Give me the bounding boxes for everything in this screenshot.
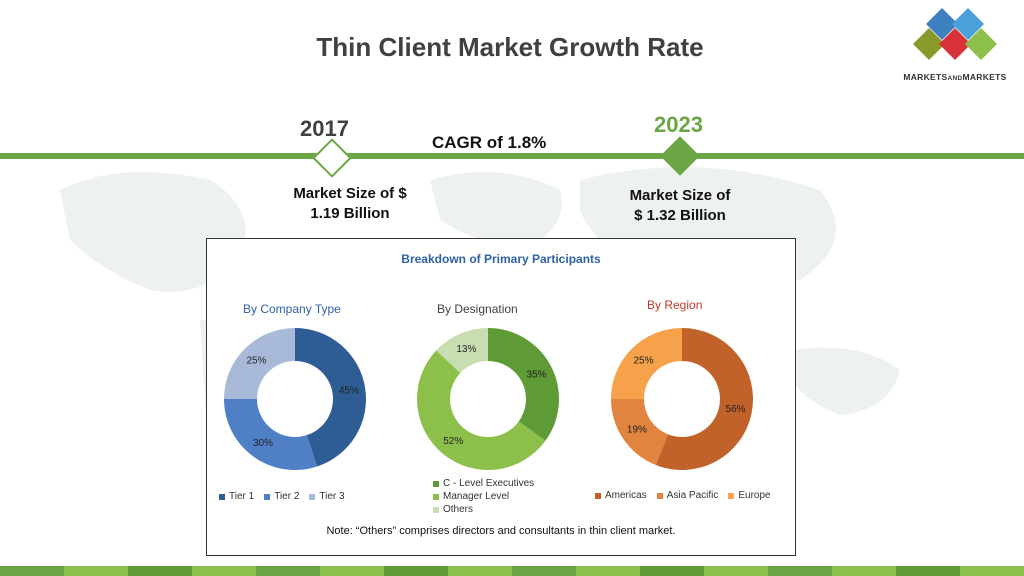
legend-item-europe: Europe (728, 490, 771, 501)
legend-item-manager-level: Manager Level (433, 490, 534, 503)
cagr-label: CAGR of 1.8% (432, 133, 547, 152)
market-size-end: Market Size of $ 1.32 Billion (629, 187, 731, 224)
chart-title-region: By Region (647, 298, 703, 312)
legend-region: Americas Asia Pacific Europe (595, 490, 781, 502)
chart-title-company-type: By Company Type (243, 302, 341, 316)
slice-tier-1 (295, 328, 366, 467)
legend-label: C - Level Executives (443, 478, 535, 489)
legend-label: Tier 1 (229, 491, 255, 502)
year-end: 2023 (654, 112, 703, 137)
donut-chart-company-type: 45% 30% 25% (224, 328, 366, 470)
slice-asia-pacific (611, 399, 669, 466)
legend-label: Europe (738, 490, 771, 501)
legend-swatch (433, 506, 439, 513)
data-label-tier-1: 45% (339, 385, 359, 396)
data-label-tier-3: 25% (246, 355, 266, 366)
logo-text: MARKETSANDMARKETS (903, 72, 1007, 82)
slice-americas (655, 328, 753, 470)
slice-tier-3 (224, 328, 295, 399)
legend-item-tier-3: Tier 3 (309, 491, 345, 502)
legend-item-others: Others (433, 503, 534, 516)
legend-label: Tier 3 (319, 491, 345, 502)
slice-others (436, 328, 488, 373)
slice-europe (611, 328, 682, 399)
legend-item-c-level-executives: C - Level Executives (433, 477, 534, 490)
panel-title: Breakdown of Primary Participants (401, 252, 601, 266)
legend-label: Manager Level (443, 491, 510, 502)
data-label-americas: 56% (726, 404, 746, 415)
slice-c-level-executives (488, 328, 559, 441)
page-title: Thin Client Market Growth Rate (316, 32, 704, 62)
data-label-europe: 25% (633, 355, 653, 366)
primary-participants-panel: Breakdown of Primary Participants By Com… (206, 238, 796, 556)
legend-label: Asia Pacific (666, 490, 719, 501)
data-label-c-level-executives: 35% (527, 369, 547, 380)
legend-swatch (309, 493, 316, 500)
chart-title-designation: By Designation (437, 302, 518, 316)
legend-swatch (595, 492, 601, 499)
footnote: Note: “Others” comprises directors and c… (326, 525, 676, 537)
legend-swatch (433, 480, 439, 487)
legend-item-tier-1: Tier 1 (219, 491, 254, 502)
slice-manager-level (416, 350, 546, 471)
legend-item-americas: Americas (595, 490, 647, 501)
legend-item-asia-pacific: Asia Pacific (656, 490, 719, 501)
marketsandmarkets-logo (913, 8, 997, 60)
donut-chart-designation: 35% 52% 13% (416, 328, 559, 471)
data-label-tier-2: 30% (253, 438, 273, 449)
market-size-start: Market Size of $ 1.19 Billion (293, 185, 407, 222)
data-label-asia-pacific: 19% (627, 425, 647, 436)
legend-swatch (656, 492, 663, 499)
data-label-manager-level: 52% (443, 436, 463, 447)
legend-swatch (219, 493, 225, 500)
legend-swatch (433, 493, 439, 500)
donut-chart-region: 56% 19% 25% (611, 328, 753, 470)
legend-item-tier-2: Tier 2 (264, 491, 299, 502)
legend-swatch (728, 492, 735, 499)
legend-designation: C - Level Executives Manager Level Others (433, 477, 544, 516)
legend-swatch (264, 493, 271, 500)
legend-label: Others (443, 504, 474, 515)
footer-stripes (0, 566, 1024, 576)
year-start: 2017 (300, 116, 349, 141)
legend-company-type: Tier 1 Tier 2 Tier 3 (219, 491, 355, 503)
timeline-bar (0, 153, 1024, 159)
legend-label: Americas (605, 490, 647, 501)
data-label-others: 13% (456, 344, 476, 355)
legend-label: Tier 2 (274, 491, 300, 502)
slice-tier-2 (224, 399, 317, 470)
